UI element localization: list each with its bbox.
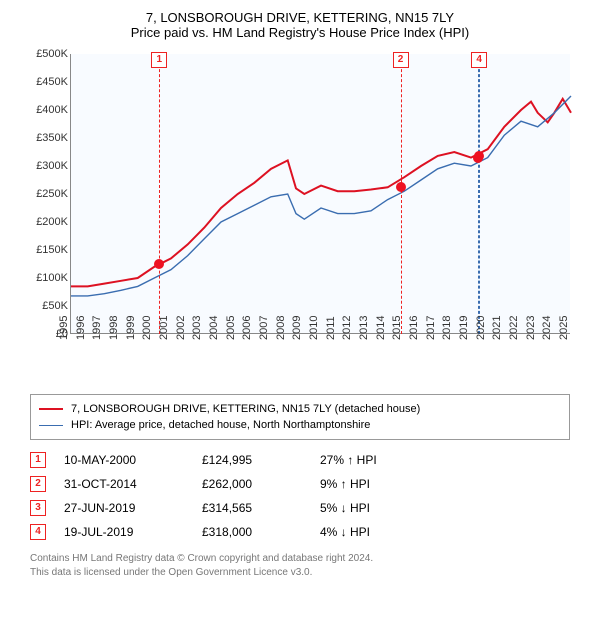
- y-tick-label: £300K: [20, 160, 68, 172]
- legend-label: 7, LONSBOROUGH DRIVE, KETTERING, NN15 7L…: [71, 403, 420, 415]
- legend-item: 7, LONSBOROUGH DRIVE, KETTERING, NN15 7L…: [39, 401, 561, 417]
- row-badge: 1: [30, 452, 46, 468]
- transaction-marker: [154, 259, 164, 269]
- table-row: 2 31-OCT-2014 £262,000 9% ↑ HPI: [30, 472, 570, 496]
- row-badge: 2: [30, 476, 46, 492]
- table-row: 4 19-JUL-2019 £318,000 4% ↓ HPI: [30, 520, 570, 544]
- row-delta: 4% ↓ HPI: [320, 525, 430, 539]
- row-delta: 5% ↓ HPI: [320, 501, 430, 515]
- transaction-vline: [479, 54, 480, 334]
- legend-swatch: [39, 408, 63, 410]
- row-badge: 3: [30, 500, 46, 516]
- footer-line1: Contains HM Land Registry data © Crown c…: [30, 552, 570, 566]
- y-tick-label: £100K: [20, 272, 68, 284]
- row-price: £262,000: [202, 477, 302, 491]
- row-price: £314,565: [202, 501, 302, 515]
- row-date: 19-JUL-2019: [64, 525, 184, 539]
- y-tick-label: £500K: [20, 48, 68, 60]
- legend-item: HPI: Average price, detached house, Nort…: [39, 417, 561, 433]
- row-price: £124,995: [202, 453, 302, 467]
- transactions-table: 1 10-MAY-2000 £124,995 27% ↑ HPI 2 31-OCT-201…: [30, 448, 570, 544]
- footer-line2: This data is licensed under the Open Gov…: [30, 566, 570, 580]
- table-row: 3 27-JUN-2019 £314,565 5% ↓ HPI: [30, 496, 570, 520]
- row-delta: 9% ↑ HPI: [320, 477, 430, 491]
- row-delta: 27% ↑ HPI: [320, 453, 430, 467]
- transaction-vline: [159, 54, 160, 334]
- plot-area: [70, 54, 570, 334]
- row-date: 10-MAY-2000: [64, 453, 184, 467]
- transaction-marker: [474, 151, 484, 161]
- y-tick-label: £150K: [20, 244, 68, 256]
- table-row: 1 10-MAY-2000 £124,995 27% ↑ HPI: [30, 448, 570, 472]
- footer-attribution: Contains HM Land Registry data © Crown c…: [30, 552, 570, 580]
- y-tick-label: £50K: [20, 300, 68, 312]
- row-badge: 4: [30, 524, 46, 540]
- series-line: [71, 99, 571, 287]
- row-date: 27-JUN-2019: [64, 501, 184, 515]
- transaction-vline: [401, 54, 402, 334]
- transaction-marker: [396, 182, 406, 192]
- legend-label: HPI: Average price, detached house, Nort…: [71, 419, 370, 431]
- legend: 7, LONSBOROUGH DRIVE, KETTERING, NN15 7L…: [30, 394, 570, 440]
- transaction-badge: 1: [151, 52, 167, 68]
- y-tick-label: £350K: [20, 132, 68, 144]
- row-date: 31-OCT-2014: [64, 477, 184, 491]
- chart-title-line2: Price paid vs. HM Land Registry's House …: [10, 25, 590, 40]
- y-tick-label: £250K: [20, 188, 68, 200]
- chart-title-line1: 7, LONSBOROUGH DRIVE, KETTERING, NN15 7L…: [10, 10, 590, 25]
- transaction-badge: 2: [393, 52, 409, 68]
- y-tick-label: £200K: [20, 216, 68, 228]
- y-tick-label: £400K: [20, 104, 68, 116]
- row-price: £318,000: [202, 525, 302, 539]
- series-line: [71, 96, 571, 296]
- price-chart: £0£50K£100K£150K£200K£250K£300K£350K£400…: [20, 48, 580, 388]
- x-tick-label: 2025: [558, 316, 600, 340]
- chart-lines: [71, 54, 571, 334]
- y-tick-label: £450K: [20, 76, 68, 88]
- legend-swatch: [39, 425, 63, 426]
- transaction-badge: 4: [471, 52, 487, 68]
